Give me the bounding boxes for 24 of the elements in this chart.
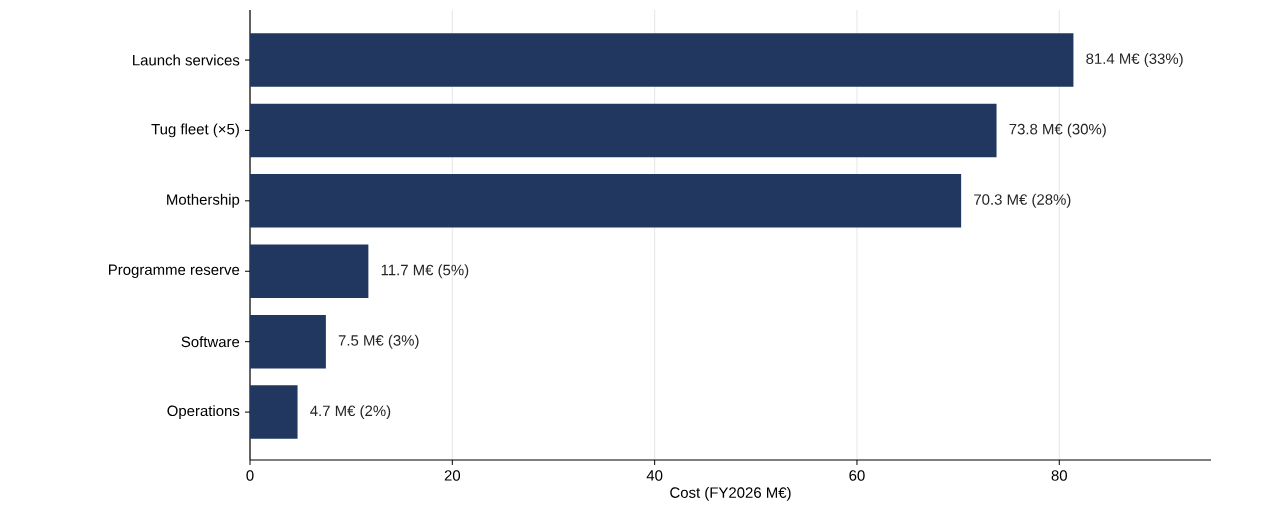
y-tick-label: Launch services <box>133 54 240 66</box>
bar <box>250 244 369 299</box>
data-label: 11.7 M€ (5%) <box>381 264 469 279</box>
x-tick-label: 20 <box>444 470 461 481</box>
data-label: 4.7 M€ (2%) <box>310 405 391 420</box>
bar <box>250 314 326 369</box>
x-axis-title: Cost (FY2026 M€) <box>670 486 791 501</box>
data-label: 7.5 M€ (3%) <box>338 334 419 349</box>
x-tick-label: 40 <box>646 470 663 481</box>
x-tick-label: 80 <box>1051 470 1067 481</box>
x-tick-label: 60 <box>849 470 865 481</box>
bar <box>250 103 997 158</box>
bar <box>250 174 962 228</box>
y-tick-label: Operations <box>167 405 240 420</box>
y-tick-label: Tug fleet (×5) <box>151 123 239 138</box>
bar <box>250 33 1074 87</box>
data-label: 81.4 M€ (33%) <box>1086 53 1183 67</box>
y-tick-label: Mothership <box>167 193 240 208</box>
y-tick-label: Programme reserve <box>109 264 240 278</box>
data-label: 73.8 M€ (30%) <box>1009 123 1106 138</box>
y-tick-label: Software <box>181 336 240 348</box>
bar <box>250 385 298 439</box>
x-tick-label: 0 <box>246 470 254 481</box>
data-label: 70.3 M€ (28%) <box>974 193 1071 208</box>
